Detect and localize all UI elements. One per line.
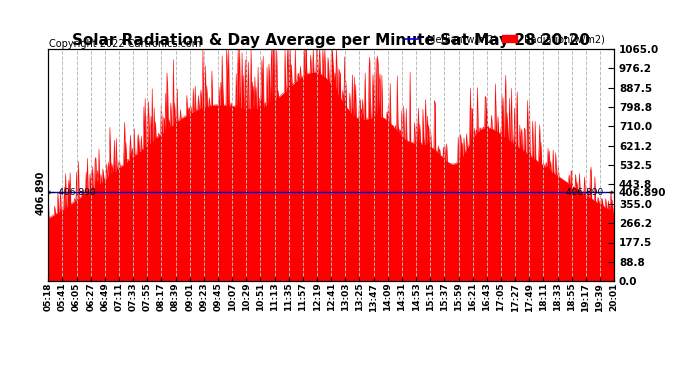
Text: Copyright 2022 Cartronics.com: Copyright 2022 Cartronics.com (49, 39, 201, 50)
Text: 406.890 →: 406.890 → (566, 188, 614, 197)
Text: ← 406.890: ← 406.890 (48, 188, 96, 197)
Legend: Median(w/m2), Radiation(w/m2): Median(w/m2), Radiation(w/m2) (401, 30, 609, 48)
Title: Solar Radiation & Day Average per Minute Sat May 28 20:20: Solar Radiation & Day Average per Minute… (72, 33, 590, 48)
